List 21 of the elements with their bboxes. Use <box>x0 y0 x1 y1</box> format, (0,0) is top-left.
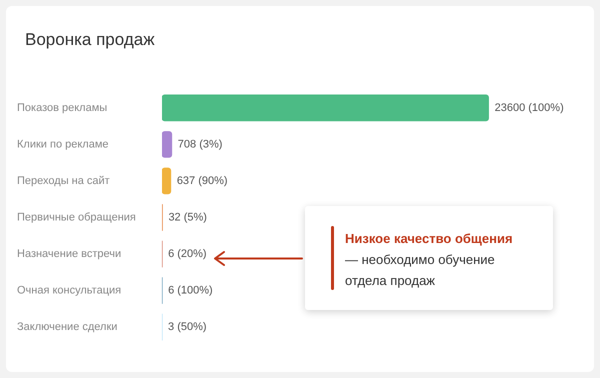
y-tick-label: Первичные обращения <box>17 212 136 224</box>
bar <box>162 131 172 158</box>
y-tick-label: Назначение встречи <box>17 248 122 260</box>
annotation: — необходимо обучение отдела продаж <box>345 251 496 290</box>
chart-title: Воронка продаж <box>25 30 155 50</box>
callout-card: Низкое качество общения — необходимо обучение отдела продаж <box>305 206 553 310</box>
data-label: 708 (3%) <box>178 138 222 150</box>
data-label: 6 (20%) <box>168 248 207 260</box>
y-tick-label: Показов рекламы <box>17 102 108 114</box>
y-tick-label: Очная консультация <box>17 284 122 297</box>
annotation: Низкое качество общения <box>345 230 514 248</box>
y-tick-label: Переходы на сайт <box>17 174 110 187</box>
data-label: 637 (90%) <box>176 174 228 187</box>
bar <box>162 94 489 122</box>
data-label: 23600 (100%) <box>494 102 564 114</box>
y-tick-label: Заключение сделки <box>17 321 118 334</box>
bar <box>162 168 172 194</box>
data-label: 6 (100%) <box>168 284 213 297</box>
data-label: 3 (50%) <box>168 321 207 334</box>
data-label: 32 (5%) <box>168 212 207 224</box>
y-tick-label: Клики по рекламе <box>17 138 109 150</box>
